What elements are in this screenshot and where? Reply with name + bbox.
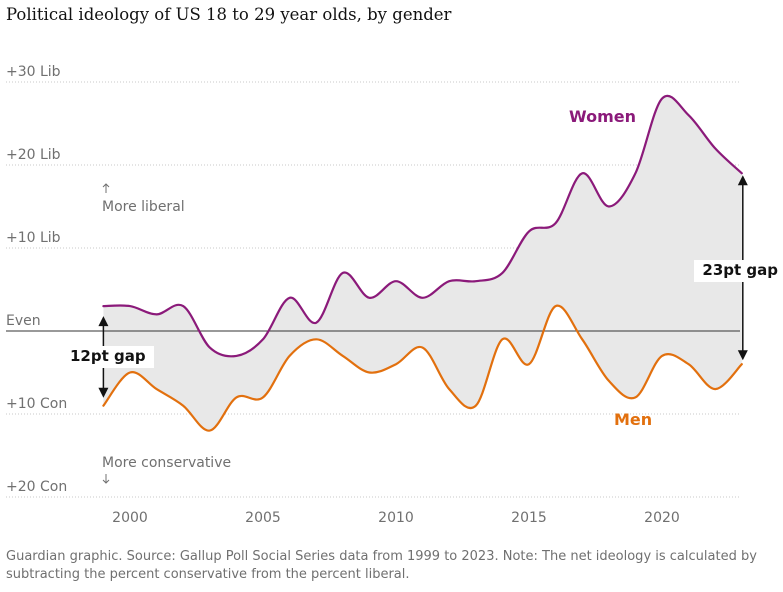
x-tick-label: 2015 <box>511 510 547 526</box>
x-axis-labels: 2000 2005 2010 2015 2020 <box>112 510 680 526</box>
x-tick-label: 2005 <box>245 510 281 526</box>
chart-footnote: Guardian graphic. Source: Gallup Poll So… <box>6 549 757 582</box>
gridlines <box>6 81 740 498</box>
x-tick-label: 2020 <box>644 510 680 526</box>
gap-end-annotation: 23pt gap <box>694 175 782 361</box>
y-axis-labels: +30 Lib +20 Lib +10 Lib Even +10 Con +20 Con <box>6 64 67 495</box>
x-tick-label: 2000 <box>112 510 148 526</box>
chart-title: Political ideology of US 18 to 29 year o… <box>6 5 452 24</box>
y-tick-label: +30 Lib <box>6 64 61 80</box>
x-tick-label: 2010 <box>378 510 414 526</box>
women-series-label: Women <box>569 107 636 126</box>
more-liberal-annotation: More liberal <box>102 183 185 215</box>
y-tick-label: +10 Lib <box>6 230 61 246</box>
men-line <box>102 304 743 432</box>
gap-end-label: 23pt gap <box>702 261 778 279</box>
up-arrow-icon <box>102 183 110 193</box>
men-series-label: Men <box>614 410 652 429</box>
series-lines <box>102 94 743 432</box>
gap-area <box>103 95 742 431</box>
more-conservative-label: More conservative <box>102 455 231 471</box>
more-conservative-annotation: More conservative <box>102 455 231 484</box>
y-tick-label: +20 Con <box>6 479 67 495</box>
gap-fill <box>103 95 742 431</box>
down-arrow-icon <box>102 474 110 484</box>
more-liberal-label: More liberal <box>102 199 185 215</box>
gap-label-backdrop <box>66 346 154 368</box>
gap-label-backdrop <box>694 260 782 282</box>
y-tick-label: +20 Lib <box>6 147 61 163</box>
y-tick-label: +10 Con <box>6 396 67 412</box>
gap-start-label: 12pt gap <box>70 347 146 365</box>
y-tick-label: Even <box>6 313 41 329</box>
women-line <box>102 94 743 358</box>
gap-start-annotation: 12pt gap <box>66 316 154 398</box>
